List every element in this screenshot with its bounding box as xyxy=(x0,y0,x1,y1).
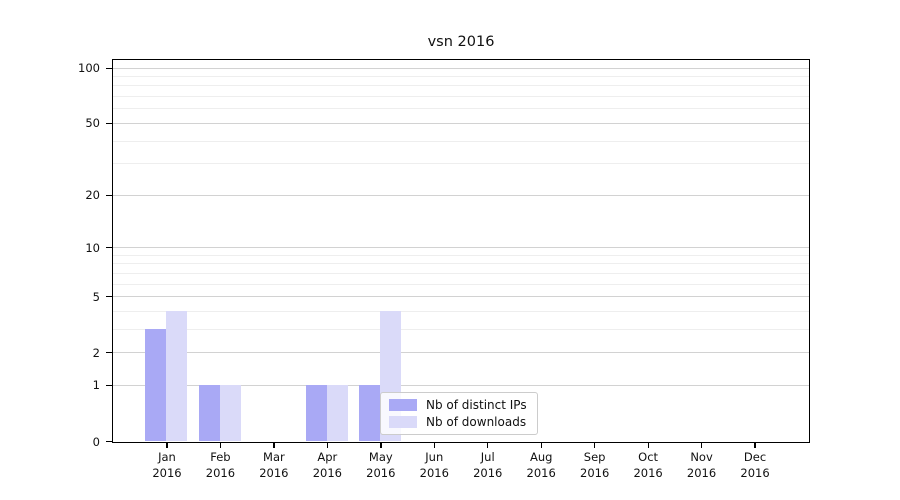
y-tick xyxy=(106,352,112,354)
major-gridline xyxy=(113,122,809,124)
minor-gridline xyxy=(113,163,809,165)
x-tick-label-dec: Dec 2016 xyxy=(740,450,770,480)
y-tick-label: 2 xyxy=(92,345,100,360)
bar-downloads-jan xyxy=(166,310,188,441)
x-tick-label-may: May 2016 xyxy=(366,450,396,480)
minor-gridline xyxy=(113,328,809,330)
y-tick xyxy=(106,122,112,125)
minor-gridline xyxy=(113,140,809,142)
y-tick-label: 0 xyxy=(92,434,100,449)
x-tick xyxy=(166,443,168,448)
plot-area: Nb of distinct IPs Nb of downloads xyxy=(112,59,810,443)
x-tick xyxy=(433,443,435,448)
y-tick-label: 5 xyxy=(92,289,100,304)
y-tick-label: 50 xyxy=(85,116,100,131)
chart-title: vsn 2016 xyxy=(427,34,495,50)
minor-gridline xyxy=(113,108,809,110)
minor-gridline xyxy=(113,263,809,265)
major-gridline xyxy=(113,296,809,298)
x-tick xyxy=(594,443,596,448)
x-tick xyxy=(540,443,542,448)
minor-gridline xyxy=(113,310,809,312)
x-tick xyxy=(487,443,489,448)
y-tick xyxy=(106,295,112,298)
x-tick-label-aug: Aug 2016 xyxy=(526,450,556,480)
minor-gridline xyxy=(113,272,809,274)
bar-distinct-ips-may xyxy=(359,384,381,441)
minor-gridline xyxy=(113,283,809,285)
x-tick xyxy=(700,443,703,448)
x-tick-label-mar: Mar 2016 xyxy=(259,450,289,480)
minor-gridline xyxy=(113,85,809,87)
legend-swatch-icon xyxy=(389,416,417,428)
x-tick-label-oct: Oct 2016 xyxy=(633,450,663,480)
x-tick-label-sep: Sep 2016 xyxy=(580,450,610,480)
x-tick xyxy=(326,443,329,448)
major-gridline xyxy=(113,384,809,386)
legend-swatch-icon xyxy=(389,399,417,411)
y-tick-label: 100 xyxy=(78,61,100,76)
x-tick-label-jul: Jul 2016 xyxy=(473,450,503,480)
x-tick xyxy=(380,443,382,448)
y-tick xyxy=(106,194,112,196)
x-tick-label-apr: Apr 2016 xyxy=(312,450,342,480)
bar-distinct-ips-feb xyxy=(198,384,220,441)
legend-label: Nb of distinct IPs xyxy=(426,398,527,412)
legend-entry: Nb of distinct IPs xyxy=(389,398,527,412)
major-gridline xyxy=(113,352,809,354)
major-gridline xyxy=(113,194,809,196)
x-tick-label-feb: Feb 2016 xyxy=(205,450,236,480)
x-tick-label-nov: Nov 2016 xyxy=(686,450,717,480)
major-gridline xyxy=(113,67,809,69)
bar-downloads-apr xyxy=(326,384,348,441)
y-tick xyxy=(106,246,112,249)
x-tick xyxy=(273,443,275,448)
x-tick xyxy=(754,443,756,448)
legend-entry: Nb of downloads xyxy=(389,415,527,429)
y-tick-label: 10 xyxy=(85,240,100,255)
y-tick xyxy=(106,67,112,69)
minor-gridline xyxy=(113,76,809,78)
x-tick-label-jan: Jan 2016 xyxy=(152,450,182,480)
x-tick xyxy=(219,443,222,448)
major-gridline xyxy=(113,247,809,248)
y-tick-label: 1 xyxy=(92,378,100,393)
bar-downloads-feb xyxy=(219,384,241,441)
bar-distinct-ips-jan xyxy=(145,328,167,441)
y-tick-label: 20 xyxy=(85,188,100,203)
x-tick-label-jun: Jun 2016 xyxy=(419,450,449,480)
x-tick xyxy=(647,443,649,448)
legend: Nb of distinct IPs Nb of downloads xyxy=(380,392,538,435)
minor-gridline xyxy=(113,254,809,256)
legend-label: Nb of downloads xyxy=(426,415,527,429)
y-tick xyxy=(106,384,112,387)
bar-distinct-ips-apr xyxy=(305,384,327,441)
minor-gridline xyxy=(113,96,809,98)
y-tick xyxy=(106,440,112,443)
